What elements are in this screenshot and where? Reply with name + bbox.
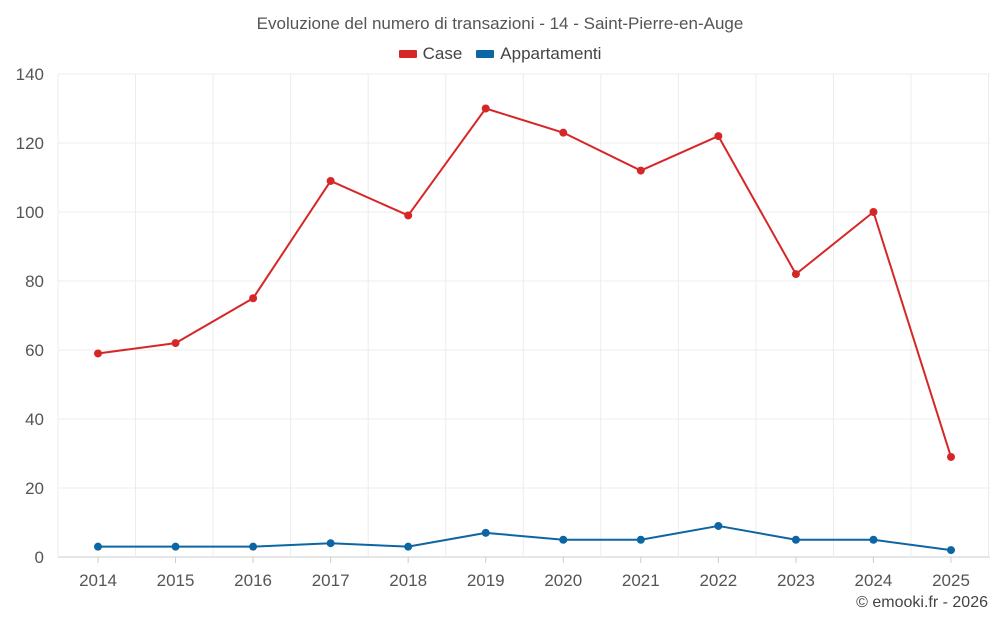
data-point-case (714, 132, 723, 141)
data-point-appartamenti (791, 535, 800, 544)
y-tick-label: 140 (16, 65, 44, 84)
legend: Case Appartamenti (0, 44, 1000, 64)
x-tick-label: 2020 (544, 571, 582, 590)
chart-title: Evoluzione del numero di transazioni - 1… (256, 14, 744, 33)
data-point-appartamenti (481, 528, 490, 537)
data-point-appartamenti (326, 539, 335, 548)
x-tick-label: 2023 (777, 571, 815, 590)
x-tick-label: 2024 (855, 571, 893, 590)
data-point-case (791, 270, 800, 279)
data-point-appartamenti (869, 535, 878, 544)
data-point-case (636, 166, 645, 175)
x-tick-label: 2022 (699, 571, 737, 590)
legend-label-case: Case (422, 44, 463, 63)
data-point-appartamenti (94, 542, 102, 551)
data-point-appartamenti (636, 535, 645, 544)
data-point-case (481, 104, 490, 113)
legend-label-appartamenti: Appartamenti (500, 44, 602, 63)
data-point-case (559, 128, 568, 137)
data-point-case (404, 211, 413, 220)
data-point-appartamenti (249, 542, 258, 551)
data-point-appartamenti (714, 521, 723, 530)
credit: © emooki.fr - 2026 (856, 594, 988, 611)
y-tick-label: 80 (25, 272, 44, 291)
legend-item-appartamenti[interactable]: Appartamenti (476, 44, 601, 64)
x-tick-label: 2015 (157, 571, 195, 590)
y-tick-label: 120 (16, 134, 44, 153)
data-point-case (171, 339, 180, 348)
data-point-case (94, 349, 102, 358)
x-tick-label: 2021 (622, 571, 660, 590)
series-line-case (97, 107, 952, 458)
legend-item-case[interactable]: Case (398, 44, 463, 64)
data-point-case (869, 208, 878, 216)
y-tick-label: 0 (35, 548, 44, 567)
x-tick-label: 2016 (234, 571, 272, 590)
y-tick-label: 60 (25, 341, 44, 360)
legend-swatch-case (398, 50, 417, 58)
y-tick-label: 20 (25, 479, 44, 498)
y-tick-label: 100 (16, 203, 44, 222)
legend-swatch-appartamenti (476, 50, 495, 58)
data-point-appartamenti (171, 542, 180, 551)
data-point-appartamenti (559, 535, 568, 544)
series-line-appartamenti (98, 524, 952, 552)
x-tick-label: 2017 (312, 571, 350, 590)
x-tick-label: 2025 (932, 571, 970, 590)
data-point-appartamenti (947, 546, 955, 555)
x-tick-label: 2019 (467, 571, 505, 590)
data-point-case (249, 294, 258, 303)
data-point-case (947, 452, 955, 461)
data-point-appartamenti (404, 542, 413, 551)
y-tick-label: 40 (25, 410, 44, 429)
x-tick-label: 2018 (389, 571, 427, 590)
data-point-case (326, 176, 335, 185)
x-tick-label: 2014 (79, 571, 117, 590)
